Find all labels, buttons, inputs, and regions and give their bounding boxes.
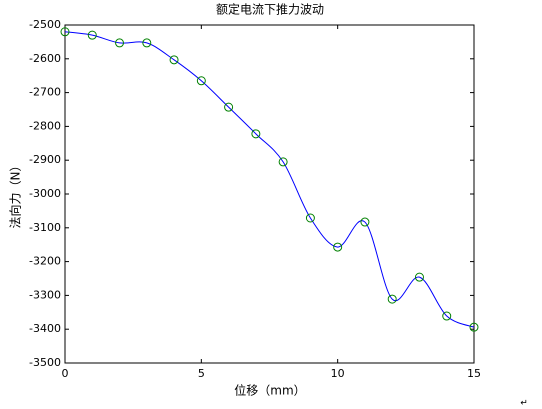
data-point	[442, 311, 452, 321]
series-line	[64, 31, 475, 328]
trailing-mark: ↵	[520, 399, 528, 409]
data-point	[196, 76, 206, 86]
x-tick-label: 5	[198, 367, 205, 380]
data-point	[142, 38, 152, 48]
data-point	[469, 322, 479, 332]
x-axis-label: 位移（mm）	[234, 383, 305, 398]
x-tick-label: 10	[331, 367, 345, 380]
y-tick-label: -2500	[29, 18, 61, 31]
y-tick-label: -2800	[29, 119, 61, 132]
data-point	[278, 157, 288, 167]
x-tick-label: 15	[467, 367, 481, 380]
y-tick-label: -3100	[29, 221, 61, 234]
x-tick-label: 0	[62, 367, 69, 380]
y-tick-label: -2700	[29, 86, 61, 99]
data-point	[169, 55, 179, 65]
data-point	[305, 213, 315, 223]
y-tick-label: -3500	[29, 356, 61, 369]
axes-box	[64, 24, 475, 364]
data-point	[224, 102, 234, 112]
data-point	[387, 294, 397, 304]
data-point	[60, 27, 70, 37]
y-tick-label: -3000	[29, 187, 61, 200]
data-point	[360, 217, 370, 227]
data-point	[333, 242, 343, 252]
data-point	[414, 272, 424, 282]
y-tick-label: -2600	[29, 52, 61, 65]
y-axis-label: 法向力（N）	[8, 160, 23, 229]
data-point	[115, 38, 125, 48]
y-tick-label: -3300	[29, 288, 61, 301]
y-tick-label: -2900	[29, 153, 61, 166]
chart-title: 额定电流下推力波动	[216, 2, 324, 17]
y-tick-label: -3200	[29, 255, 61, 268]
y-tick-label: -3400	[29, 322, 61, 335]
data-point	[87, 30, 97, 40]
data-point	[251, 129, 261, 139]
